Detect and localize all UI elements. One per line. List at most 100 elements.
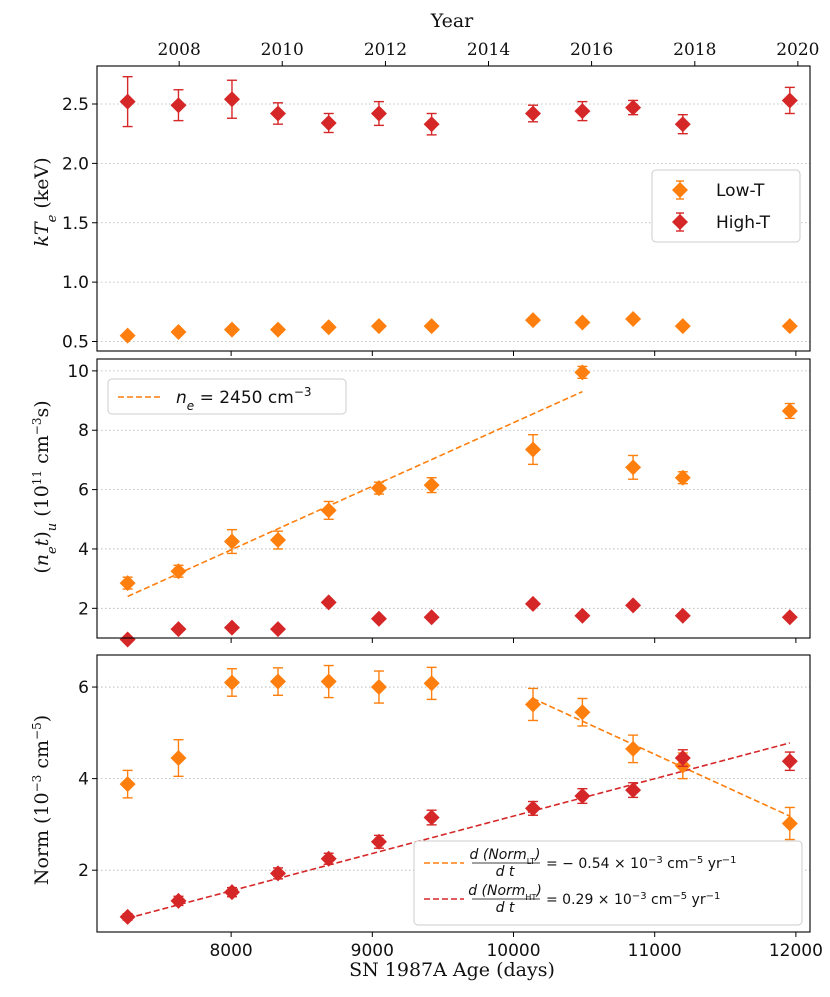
legend-label-low: = − 0.54 × 10−3 cm−5 yr−1: [546, 855, 737, 873]
data-point-low: [524, 441, 541, 458]
y-tick-label: 8: [78, 421, 89, 441]
x-tick-label: 10000: [486, 941, 540, 961]
legend-label-high: = 0.29 × 10−3 cm−5 yr−1: [546, 891, 720, 909]
data-point-low: [625, 310, 642, 327]
legend-marker-high: [672, 214, 688, 230]
data-point-low: [119, 327, 136, 344]
data-point-low: [223, 321, 240, 338]
data-point-high: [320, 115, 337, 131]
data-point-low: [524, 696, 541, 713]
data-point-low: [625, 459, 642, 476]
data-point-low: [781, 318, 798, 335]
data-point-high: [625, 99, 642, 116]
x-tick-label: 12000: [769, 941, 823, 961]
legend-net: ne = 2450 cm−3: [107, 378, 347, 415]
data-point-low: [781, 815, 798, 832]
data-point-high: [674, 750, 691, 767]
data-point-high: [223, 619, 240, 636]
legend-label-low: Low-T: [716, 181, 765, 201]
data-point-high: [370, 833, 387, 850]
top-tick-label: 2010: [261, 40, 304, 60]
y-tick-label: 2: [78, 599, 89, 619]
data-point-low: [320, 502, 337, 519]
legend-kte: Low-T High-T: [651, 169, 801, 243]
legend-label-high: High-T: [716, 213, 771, 233]
data-point-high: [320, 594, 337, 611]
x-tick-label: 11000: [628, 941, 682, 961]
y-tick-label: 2.5: [62, 95, 89, 115]
data-point-high: [781, 609, 798, 626]
top-tick-label: 2020: [776, 40, 819, 60]
data-point-low: [270, 673, 287, 690]
axes-frame: [96, 654, 811, 933]
data-point-high: [170, 621, 187, 638]
y-axis-title-kte: kTe (keV): [31, 157, 60, 246]
data-point-low: [370, 480, 387, 497]
data-point-high: [170, 892, 187, 909]
data-point-high: [370, 105, 387, 122]
data-point-high: [574, 788, 591, 805]
data-point-low: [423, 675, 440, 692]
y-tick-label: 0.5: [62, 333, 89, 353]
x-axis-title: SN 1987A Age (days): [349, 959, 555, 981]
data-point-high: [119, 908, 136, 925]
data-point-high: [423, 809, 440, 826]
data-point-high: [625, 597, 642, 614]
data-point-high: [574, 607, 591, 624]
data-point-low: [574, 314, 591, 331]
data-point-low: [270, 532, 287, 549]
data-point-low: [370, 318, 387, 335]
data-point-high: [674, 607, 691, 624]
data-point-high: [524, 800, 541, 817]
y-tick-label: 2: [78, 861, 89, 881]
data-point-high: [423, 116, 440, 133]
top-tick-label: 2008: [158, 40, 201, 60]
data-point-high: [574, 103, 591, 120]
data-point-high: [370, 610, 387, 627]
fit-line-low: [532, 697, 791, 817]
data-point-low: [223, 674, 240, 691]
legend-fraction-den: d t: [496, 900, 515, 916]
y-tick-label: 1.0: [62, 273, 89, 293]
data-point-high: [270, 105, 287, 122]
data-point-high: [524, 105, 541, 122]
data-point-low: [170, 563, 187, 580]
data-point-low: [170, 324, 187, 340]
legend-fraction-num: d (NormLT): [470, 847, 541, 866]
data-point-low: [781, 402, 798, 419]
y-axis-title-norm: Norm (10−3 cm−5): [30, 715, 53, 885]
legend-marker-low: [672, 182, 688, 198]
data-point-high: [119, 631, 136, 648]
legend-norm: d (NormLT)d t = − 0.54 × 10−3 cm−5 yr−1d …: [413, 840, 803, 926]
y-tick-label: 2.0: [62, 154, 89, 174]
axes-frame: [96, 358, 811, 639]
y-tick-label: 1.5: [62, 214, 89, 234]
panel-kTe: 0.5 1.0 1.5 2.0 2.5 2008 2010 2012 2014 2016 2018 2…: [62, 40, 819, 356]
fit-line-low: [127, 390, 583, 598]
data-point-high: [625, 782, 642, 799]
y-tick-label: 4: [78, 540, 89, 560]
data-point-low: [625, 740, 642, 757]
data-point-low: [674, 318, 691, 335]
data-point-high: [270, 621, 287, 638]
legend-fraction-num: d (NormHT): [468, 883, 542, 902]
data-point-low: [370, 679, 387, 696]
data-point-high: [320, 850, 337, 867]
data-point-high: [524, 595, 541, 612]
y-axis-title-net: (net)u (1011 cm−3s): [30, 400, 60, 573]
legend-fraction-den: d t: [496, 864, 515, 880]
data-point-high: [781, 92, 798, 109]
top-tick-label: 2012: [364, 40, 407, 60]
data-point-low: [674, 469, 691, 486]
data-point-low: [524, 312, 541, 329]
data-point-low: [119, 575, 136, 592]
data-point-high: [119, 93, 136, 110]
x-tick-label: 8000: [209, 941, 252, 961]
panel-net: 2 4 6 8 10 ne = 2450 cm−3: [67, 358, 811, 648]
data-point-low: [270, 321, 287, 338]
y-tick-label: 10: [67, 362, 89, 382]
data-point-high: [170, 97, 187, 114]
data-point-low: [170, 750, 187, 767]
